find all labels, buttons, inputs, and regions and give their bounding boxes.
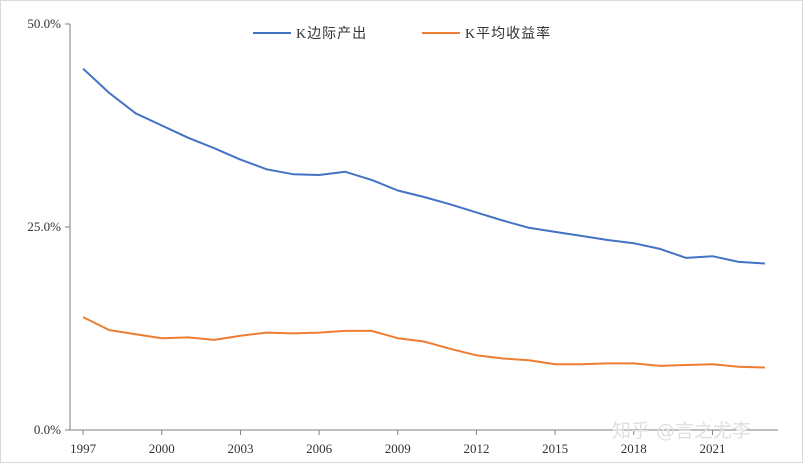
x-tick-label: 2003 — [227, 441, 253, 456]
legend: K边际产出 K平均收益率 — [253, 25, 551, 42]
series-line-2 — [82, 316, 765, 369]
x-tick-label: 1997 — [70, 441, 97, 456]
series-line-1 — [82, 67, 765, 265]
y-tick-label: 25.0% — [27, 219, 61, 234]
legend-label-2: K平均收益率 — [465, 25, 551, 42]
x-tick-label: 2006 — [306, 441, 333, 456]
chart-axes — [69, 24, 778, 431]
series-lines — [82, 67, 765, 369]
x-tick-label: 2015 — [542, 441, 568, 456]
x-tick-label: 2000 — [149, 441, 175, 456]
x-tick-label: 2021 — [699, 441, 725, 456]
y-tick-label: 50.0% — [27, 16, 61, 31]
legend-label-1: K边际产出 — [296, 26, 367, 42]
x-axis-ticks: 1997 2000 2003 2006 2009 2012 2015 2018 2021 — [70, 430, 725, 456]
x-tick-label: 2018 — [621, 441, 647, 456]
x-tick-label: 2009 — [385, 441, 411, 456]
watermark: 知乎 @言之尤李 — [612, 420, 752, 442]
y-tick-label: 0.0% — [34, 422, 61, 437]
y-axis-ticks: 0.0% 25.0% 50.0% — [27, 16, 70, 437]
x-tick-label: 2012 — [463, 441, 489, 456]
